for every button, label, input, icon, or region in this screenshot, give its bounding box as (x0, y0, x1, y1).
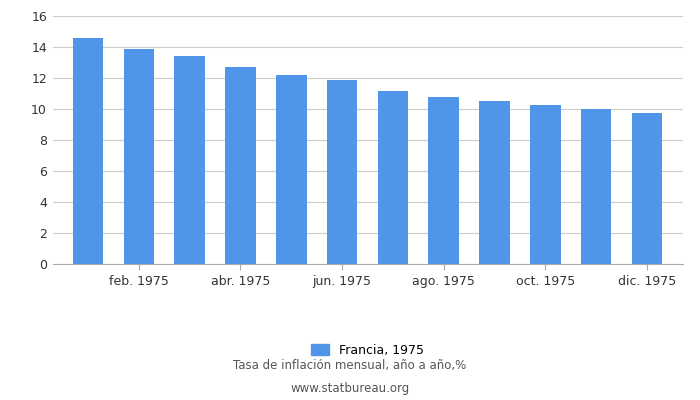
Legend: Francia, 1975: Francia, 1975 (306, 339, 429, 362)
Bar (480, 101, 510, 264)
Bar (327, 80, 357, 264)
Bar (530, 105, 561, 264)
Bar (276, 75, 307, 264)
Bar (73, 38, 104, 264)
Bar (225, 67, 256, 264)
Text: Tasa de inflación mensual, año a año,%: Tasa de inflación mensual, año a año,% (233, 360, 467, 372)
Bar (124, 49, 154, 264)
Bar (581, 109, 611, 264)
Bar (631, 113, 662, 264)
Text: www.statbureau.org: www.statbureau.org (290, 382, 410, 395)
Bar (428, 96, 459, 264)
Bar (378, 91, 408, 264)
Bar (174, 56, 205, 264)
